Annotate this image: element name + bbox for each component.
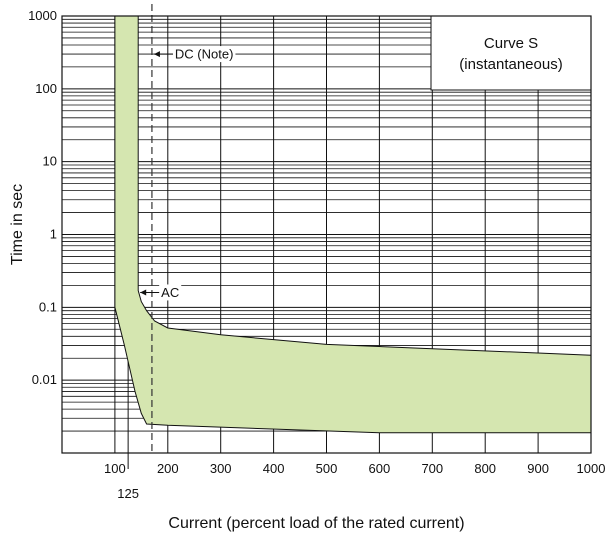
x-axis-title: Current (percent load of the rated curre… <box>168 515 464 532</box>
y-tick-label: 0.1 <box>39 299 57 314</box>
y-tick-label: 10 <box>43 154 57 169</box>
time-current-band <box>114 15 592 434</box>
y-tick-labels: 0.01 0.1 1 10 100 1000 <box>28 8 57 387</box>
y-tick-label: 100 <box>35 81 57 96</box>
x-tick-label: 800 <box>474 461 496 476</box>
reference-label-0: DC (Note) <box>175 47 234 62</box>
legend-box-line-1: Curve S <box>484 35 538 52</box>
reference-label-1: AC <box>161 285 179 300</box>
x-tick-label: 500 <box>316 461 338 476</box>
reference-arrow-head-0 <box>153 51 160 58</box>
x-tick-label: 300 <box>210 461 232 476</box>
legend-box-frame <box>430 15 592 91</box>
plot-frame <box>61 15 592 454</box>
y-tick-label: 0.01 <box>32 372 57 387</box>
reference-label-bg-1 <box>159 284 182 301</box>
x-tick-label: 100 <box>104 461 126 476</box>
x-tick-label: 200 <box>157 461 179 476</box>
legend-box: Curve S (instantaneous) <box>430 15 592 91</box>
x-tick-label: 900 <box>527 461 549 476</box>
x-tick-label: 1000 <box>577 461 606 476</box>
legend-box-line-2: (instantaneous) <box>459 56 562 73</box>
reference-arrow-head-1 <box>140 289 147 296</box>
y-tick-label: 1 <box>50 227 57 242</box>
reference-label-bg-0 <box>172 46 236 63</box>
x-tick-labels: 100 200 300 400 500 600 700 800 900 1000 125 <box>104 461 605 501</box>
x-tick-label: 700 <box>421 461 443 476</box>
y-tick-label: 1000 <box>28 8 57 23</box>
reference-lines: DC (Note) AC <box>140 4 236 453</box>
x-tick-label-125: 125 <box>117 486 139 501</box>
x-tick-label: 600 <box>369 461 391 476</box>
y-axis-title: Time in sec <box>9 184 26 265</box>
x-tick-label: 400 <box>263 461 285 476</box>
